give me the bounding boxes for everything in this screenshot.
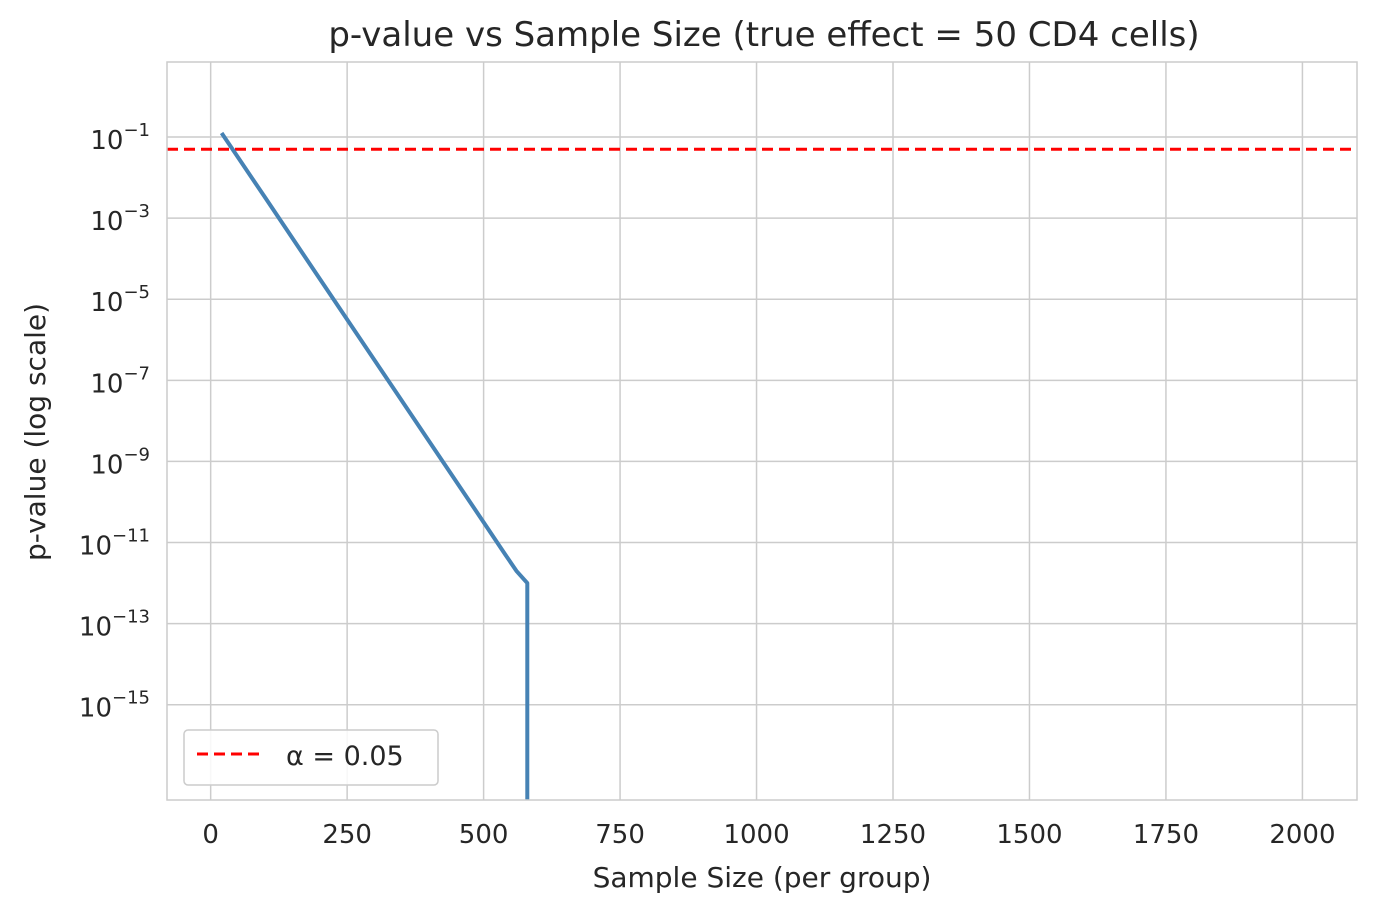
y-tick-label: 10−7 [90,363,150,399]
chart-title: p-value vs Sample Size (true effect = 50… [328,15,1199,55]
y-axis-label: p-value (log scale) [19,303,52,561]
y-tick-label: 10−3 [90,201,150,237]
plot-area [167,131,1357,800]
y-tick-label: 10−9 [90,444,150,480]
y-tick-label: 10−5 [90,282,150,318]
x-tick-label: 750 [595,820,645,850]
legend-alpha-label: α = 0.05 [286,741,404,772]
x-tick-label: 2000 [1269,820,1335,850]
x-tick-label: 250 [322,820,372,850]
legend: α = 0.05 [183,729,439,786]
x-tick-label: 0 [202,820,219,850]
p-value-series-line [219,131,530,800]
y-tick-label: 10−15 [79,688,150,724]
x-tick-label: 1250 [860,820,926,850]
plot-background [167,62,1357,800]
y-tick-label: 10−13 [79,607,150,643]
x-axis-ticks: 0 250 500 750 1000 1250 1500 1750 2000 [202,820,1335,850]
x-tick-label: 1500 [996,820,1062,850]
y-tick-label: 10−1 [90,120,150,156]
x-tick-label: 1000 [723,820,789,850]
x-tick-label: 500 [459,820,509,850]
grid [167,62,1357,800]
y-tick-label: 10−11 [79,526,150,562]
legend-box [183,729,439,786]
plot-frame [166,61,1358,801]
x-axis-label: Sample Size (per group) [593,861,932,894]
y-axis-ticks: 10−1 10−3 10−5 10−7 10−9 10−11 10−13 10−15 [79,120,150,724]
x-tick-label: 1750 [1133,820,1199,850]
